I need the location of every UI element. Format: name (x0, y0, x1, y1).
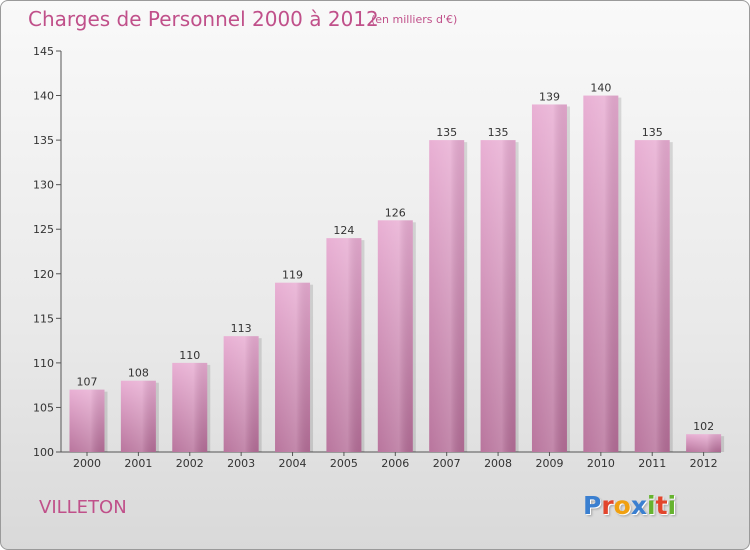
y-tick-label: 130 (33, 179, 54, 192)
data-label: 135 (488, 126, 509, 139)
bars (69, 95, 725, 453)
y-tick-label: 115 (33, 312, 54, 325)
data-label: 113 (231, 322, 252, 335)
x-tick-label: 2010 (587, 457, 615, 470)
bar-highlight (531, 104, 567, 452)
commune-name: VILLETON (39, 497, 127, 518)
data-label: 102 (693, 420, 714, 433)
data-label: 108 (128, 367, 149, 380)
data-label: 139 (539, 90, 560, 103)
logo-letter: o (613, 491, 631, 520)
x-tick-label: 2005 (330, 457, 358, 470)
data-label: 110 (179, 349, 200, 362)
x-tick-label: 2003 (227, 457, 255, 470)
bar-highlight (634, 140, 670, 452)
y-tick-label: 135 (33, 134, 54, 147)
logo-letter: i (667, 491, 677, 520)
bar-highlight (172, 362, 208, 452)
x-tick-label: 2002 (176, 457, 204, 470)
labels: 100 105 110 115 120 125 130 135 140 145 107 2000 108… (33, 45, 718, 470)
x-tick-label: 2001 (124, 457, 152, 470)
x-tick-label: 2004 (279, 457, 307, 470)
x-tick-label: 2000 (73, 457, 101, 470)
y-tick-label: 105 (33, 401, 54, 414)
logo-letter: t (655, 491, 668, 520)
data-label: 126 (385, 206, 406, 219)
y-tick-label: 140 (33, 90, 54, 103)
y-tick-label: 100 (33, 446, 54, 459)
y-tick-label: 110 (33, 357, 54, 370)
data-label: 140 (590, 82, 611, 95)
y-tick-label: 145 (33, 45, 54, 58)
logo-letter: P (583, 491, 602, 520)
data-label: 107 (77, 376, 98, 389)
bar-highlight (275, 282, 311, 452)
proxiti-logo: Proxiti (583, 491, 676, 520)
logo-letter: r (601, 491, 614, 520)
bar-highlight (377, 220, 413, 452)
data-label: 135 (436, 126, 457, 139)
data-label: 119 (282, 269, 303, 282)
bar-highlight (686, 434, 722, 452)
bar-highlight (583, 95, 619, 453)
logo-letter: i (647, 491, 656, 520)
x-tick-label: 2007 (433, 457, 461, 470)
x-tick-label: 2011 (638, 457, 666, 470)
x-tick-label: 2006 (381, 457, 409, 470)
bar-highlight (480, 140, 516, 452)
x-tick-label: 2012 (690, 457, 718, 470)
bar-highlight (223, 336, 259, 452)
data-label: 124 (333, 224, 354, 237)
x-tick-label: 2009 (535, 457, 563, 470)
data-label: 135 (642, 126, 663, 139)
logo-letter: x (630, 491, 647, 520)
y-tick-label: 125 (33, 223, 54, 236)
bar-highlight (429, 140, 465, 452)
bar-highlight (326, 238, 362, 452)
bar-highlight (69, 389, 105, 452)
chart-title: Charges de Personnel 2000 à 2012 (28, 7, 379, 31)
chart-subtitle: (en milliers d'€) (371, 13, 458, 26)
bar-highlight (120, 380, 156, 452)
y-tick-label: 120 (33, 268, 54, 281)
x-tick-label: 2008 (484, 457, 512, 470)
